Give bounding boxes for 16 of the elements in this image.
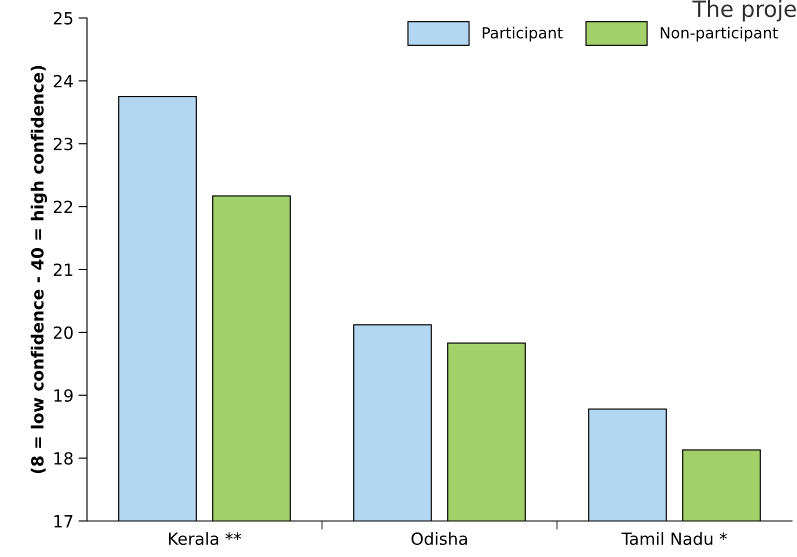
y-tick-label: 17 (54, 515, 72, 528)
y-axis-title: (8 = low confidence - 40 = high confidence) (30, 66, 48, 474)
y-tick-label: 20 (54, 326, 73, 339)
annotation: The proje (692, 0, 796, 22)
y-tick-label: 22 (54, 200, 72, 213)
x-tick-label: Tamil Nadu * (622, 532, 727, 546)
y-tick-label: 25 (54, 12, 72, 25)
y-tick-label: 19 (54, 389, 73, 402)
y-tick-label: 21 (54, 263, 72, 276)
legend-label: Non-participant (660, 26, 778, 42)
x-tick-label: Odisha (412, 532, 467, 546)
y-tick-label: 18 (54, 452, 73, 465)
legend-label: Participant (482, 26, 563, 42)
y-tick-label: 23 (54, 138, 72, 150)
x-tick-label: Kerala ** (169, 532, 242, 546)
y-tick-label: 24 (54, 74, 73, 88)
